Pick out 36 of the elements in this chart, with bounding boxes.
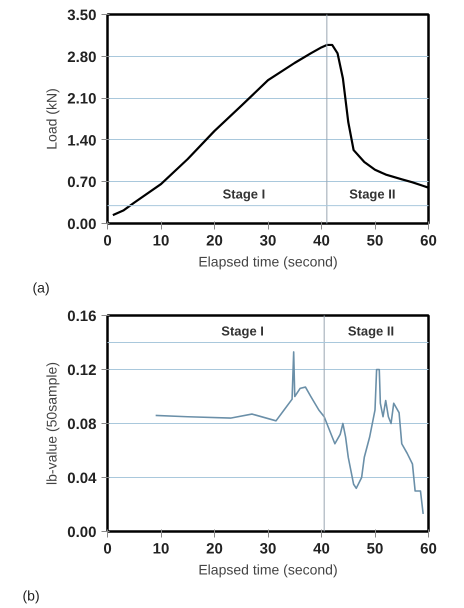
text: (a): [32, 280, 50, 296]
line-series: [154, 351, 424, 515]
x-tick-label: 20: [206, 540, 223, 558]
y-tick-label: 0.70: [67, 174, 97, 192]
y-tick-label: 0.08: [67, 416, 97, 433]
x-tick-label: 40: [313, 540, 330, 558]
x-axis-title: Elapsed time (second): [198, 254, 338, 270]
x-tick-label: 30: [260, 232, 276, 250]
x-tick-label: 60: [420, 232, 437, 250]
x-tick-label: 40: [313, 232, 330, 250]
y-tick-label: 0.00: [67, 216, 97, 233]
annotation: Stage II: [349, 186, 396, 202]
x-tick-label: 20: [206, 232, 223, 250]
x-axis-title: Elapsed time (second): [198, 562, 338, 578]
y-tick-label: 0.04: [67, 470, 98, 487]
y-tick-label: 3.50: [67, 7, 97, 24]
y-axis-title: lb-value (50sample): [43, 362, 60, 485]
x-tick-label: 10: [152, 540, 170, 558]
y-tick-label: 2.80: [67, 48, 97, 66]
y-tick-label: 0.12: [67, 362, 97, 379]
x-tick-label: 10: [152, 232, 170, 250]
annotation: Stage II: [348, 324, 394, 338]
x-tick-label: 0: [103, 232, 112, 250]
y-axis-title: Load (kN): [43, 88, 60, 150]
x-tick-label: 50: [366, 232, 384, 250]
y-tick-label: 1.40: [67, 132, 97, 150]
x-tick-label: 50: [366, 540, 384, 558]
y-tick-label: 0.16: [67, 308, 97, 325]
x-tick-label: 0: [103, 540, 112, 558]
y-tick-label: 2.10: [67, 90, 97, 108]
x-tick-label: 30: [260, 540, 276, 558]
x-tick-label: 60: [420, 540, 437, 558]
annotation: Stage I: [222, 186, 266, 202]
text: (b): [22, 588, 40, 604]
y-tick-label: 0.00: [67, 524, 97, 541]
annotation: Stage I: [221, 324, 264, 338]
